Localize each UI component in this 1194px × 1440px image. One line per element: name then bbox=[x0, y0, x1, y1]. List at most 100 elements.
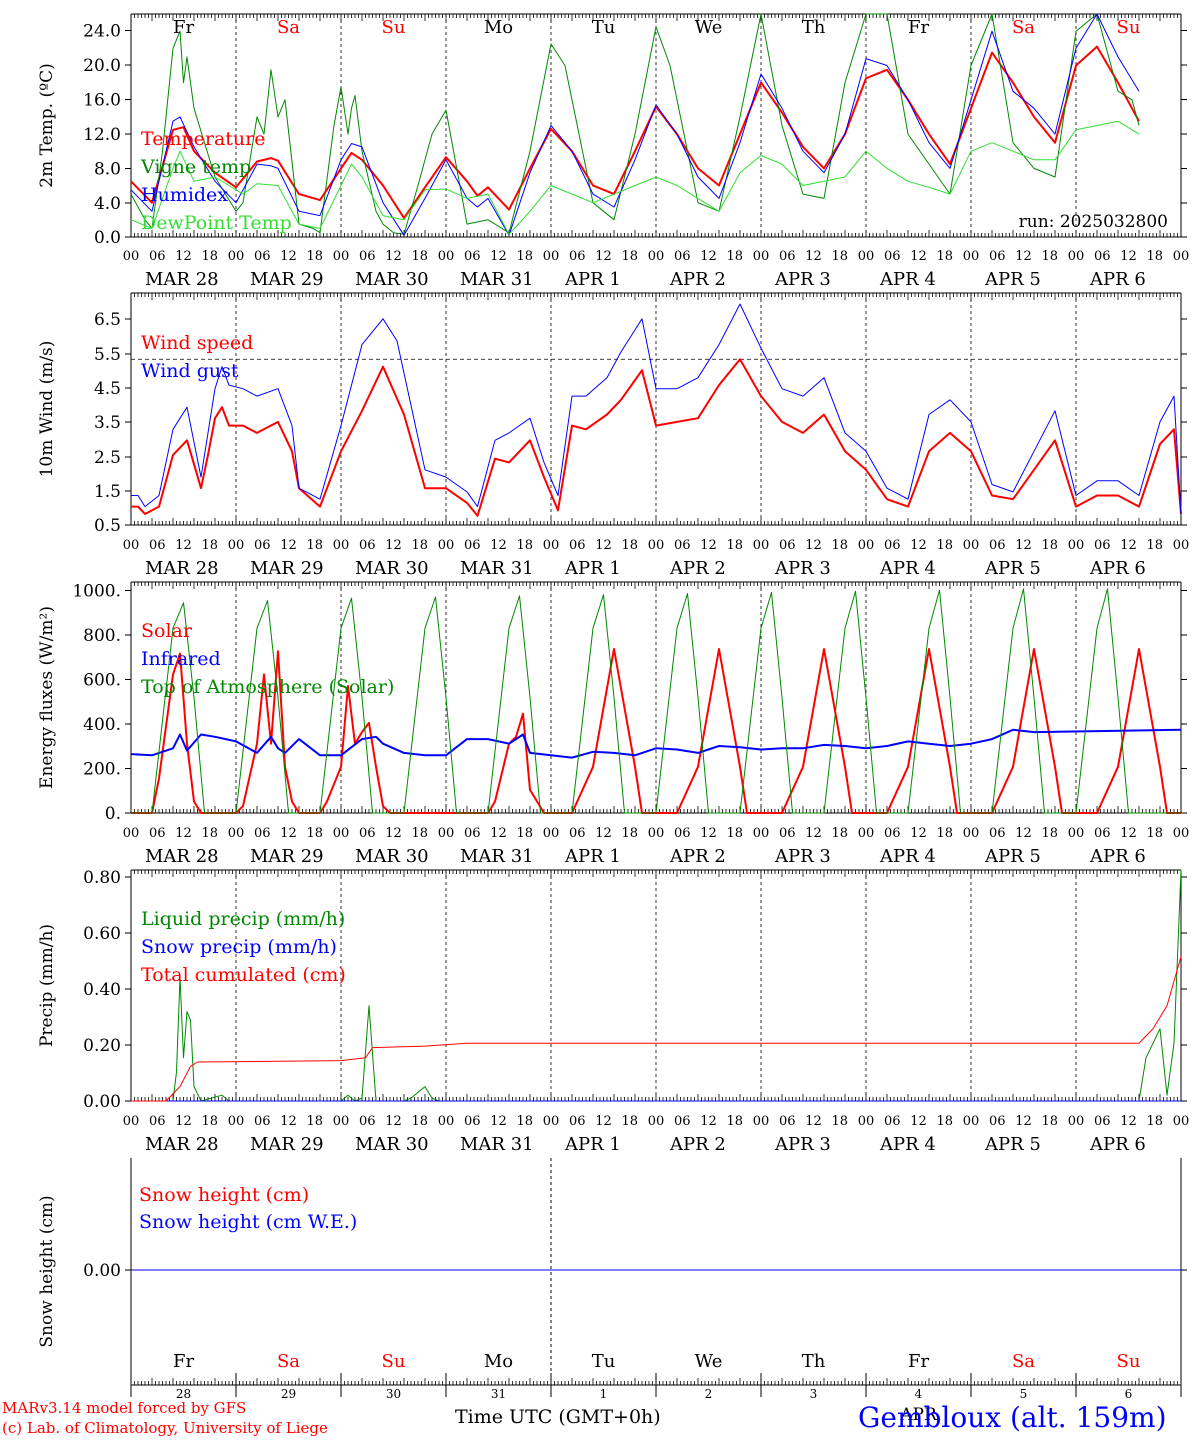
hour-tick-label: 00 bbox=[123, 249, 140, 264]
hour-tick-label: 12 bbox=[805, 538, 822, 553]
hour-tick-label: 06 bbox=[569, 1114, 586, 1129]
hour-tick-label: 12 bbox=[1120, 538, 1137, 553]
day-of-week-label: Tu bbox=[592, 1351, 616, 1372]
hour-tick-label: 00 bbox=[1173, 538, 1190, 553]
hour-tick-label: 06 bbox=[884, 826, 901, 841]
hour-tick-label: 00 bbox=[543, 1114, 560, 1129]
hour-tick-label: 12 bbox=[490, 249, 507, 264]
hour-tick-label: 18 bbox=[621, 1114, 638, 1129]
date-label: APR 3 bbox=[774, 558, 831, 579]
hour-tick-label: 18 bbox=[936, 1114, 953, 1129]
hour-tick-label: 18 bbox=[1146, 1114, 1163, 1129]
date-label: MAR 31 bbox=[460, 269, 534, 290]
hour-tick-label: 12 bbox=[910, 826, 927, 841]
panel-2: 0.5 1.5 2.5 3.5 4.5 5.5 6.5 10m Wind (m/s) Wind … bbox=[37, 292, 1190, 579]
day-of-week-label: Sa bbox=[1012, 17, 1035, 38]
hour-tick-label: 12 bbox=[1120, 1114, 1137, 1129]
day-number-label: 3 bbox=[810, 1387, 818, 1401]
hour-tick-label: 18 bbox=[306, 826, 323, 841]
date-label: APR 5 bbox=[984, 269, 1041, 290]
hour-tick-label: 18 bbox=[726, 1114, 743, 1129]
date-label: APR 2 bbox=[669, 846, 726, 867]
series-line-dewpoint-temp bbox=[130, 120, 1140, 235]
hour-tick-label: 00 bbox=[333, 538, 350, 553]
date-label: MAR 28 bbox=[145, 846, 219, 867]
day-number-label: 5 bbox=[1020, 1387, 1028, 1401]
hour-tick-label: 00 bbox=[1173, 826, 1190, 841]
model-credit-line1: MARv3.14 model forced by GFS bbox=[2, 1399, 247, 1417]
day-of-week-label: Mo bbox=[484, 1351, 513, 1372]
series-line-wind-gust bbox=[131, 303, 1182, 515]
model-credit-line2: (c) Lab. of Climatology, University of L… bbox=[2, 1419, 328, 1437]
y-tick-label: 1.5 bbox=[94, 482, 121, 502]
y-tick-label: 0.60 bbox=[83, 924, 121, 944]
hour-tick-label: 06 bbox=[464, 249, 481, 264]
date-label: APR 4 bbox=[879, 558, 936, 579]
hour-tick-label: 06 bbox=[254, 538, 271, 553]
day-of-week-label: Su bbox=[382, 17, 406, 38]
hour-tick-label: 18 bbox=[831, 826, 848, 841]
hour-tick-label: 00 bbox=[1068, 538, 1085, 553]
hour-tick-label: 18 bbox=[1041, 826, 1058, 841]
legend-entry: Wind speed bbox=[141, 332, 253, 354]
series-line-vigne-temp bbox=[130, 13, 1140, 235]
y-tick-label: 0. bbox=[105, 804, 121, 824]
hour-tick-label: 00 bbox=[753, 1114, 770, 1129]
y-axis-title: 10m Wind (m/s) bbox=[37, 341, 57, 478]
day-of-week-label: Fr bbox=[908, 17, 929, 38]
day-of-week-label: Fr bbox=[173, 17, 194, 38]
hour-tick-label: 12 bbox=[700, 826, 717, 841]
series-line-total-cumulated-cm- bbox=[131, 956, 1182, 1102]
hour-tick-label: 18 bbox=[516, 538, 533, 553]
y-tick-label: 400. bbox=[83, 715, 121, 735]
y-tick-label: 24.0 bbox=[83, 22, 121, 42]
hour-tick-label: 12 bbox=[280, 249, 297, 264]
y-tick-label: 0.0 bbox=[94, 228, 121, 248]
hour-tick-label: 12 bbox=[805, 826, 822, 841]
legend-entry: Top of Atmosphere (Solar) bbox=[141, 676, 394, 698]
day-of-week-label: Th bbox=[802, 17, 826, 38]
hour-tick-label: 00 bbox=[333, 1114, 350, 1129]
hour-tick-label: 00 bbox=[963, 249, 980, 264]
hour-tick-label: 06 bbox=[569, 249, 586, 264]
date-label: MAR 29 bbox=[250, 558, 324, 579]
day-of-week-label: Th bbox=[802, 1351, 826, 1372]
y-tick-label: 6.5 bbox=[94, 310, 121, 330]
hour-tick-label: 06 bbox=[779, 1114, 796, 1129]
hour-tick-label: 12 bbox=[595, 826, 612, 841]
series-line-top-of-atmosphere-solar- bbox=[131, 588, 1181, 814]
hour-tick-label: 12 bbox=[175, 826, 192, 841]
day-of-week-label: Fr bbox=[173, 1351, 194, 1372]
hour-tick-label: 18 bbox=[621, 249, 638, 264]
hour-tick-label: 12 bbox=[1015, 1114, 1032, 1129]
day-number-label: 28 bbox=[176, 1387, 191, 1401]
date-label: APR 2 bbox=[669, 1134, 726, 1155]
hour-tick-label: 12 bbox=[700, 249, 717, 264]
hour-tick-label: 00 bbox=[543, 538, 560, 553]
hour-tick-label: 18 bbox=[201, 826, 218, 841]
hour-tick-label: 00 bbox=[963, 826, 980, 841]
hour-tick-label: 18 bbox=[1146, 538, 1163, 553]
y-tick-label: 800. bbox=[83, 626, 121, 646]
y-tick-label: 2.5 bbox=[94, 448, 121, 468]
hour-tick-label: 06 bbox=[779, 249, 796, 264]
hour-tick-label: 12 bbox=[385, 826, 402, 841]
date-label: APR 1 bbox=[564, 269, 621, 290]
series-line-solar bbox=[131, 648, 1181, 814]
panel-3: 0. 200. 400. 600. 800. 1000. Energy fluxes (W/… bbox=[37, 581, 1190, 867]
panel-4: 0.00 0.20 0.40 0.60 0.80 Precip (mm/h) Liquid … bbox=[37, 868, 1189, 1155]
hour-tick-label: 18 bbox=[516, 249, 533, 264]
hour-tick-label: 06 bbox=[1094, 538, 1111, 553]
station-label: Gembloux (alt. 159m) bbox=[858, 1401, 1167, 1434]
hour-tick-label: 12 bbox=[805, 249, 822, 264]
date-label: MAR 30 bbox=[355, 558, 429, 579]
hour-tick-label: 06 bbox=[1094, 826, 1111, 841]
hour-tick-label: 00 bbox=[438, 249, 455, 264]
y-tick-label: 0.5 bbox=[94, 516, 121, 536]
panel-1: 0.0 4.0 8.0 12.0 16.0 20.0 24.0 2m Temp. (ºC) Te… bbox=[37, 13, 1189, 290]
series-line-wind-speed bbox=[131, 358, 1182, 517]
hour-tick-label: 00 bbox=[1068, 1114, 1085, 1129]
hour-tick-label: 06 bbox=[149, 1114, 166, 1129]
hour-tick-label: 06 bbox=[359, 538, 376, 553]
day-number-label: 30 bbox=[386, 1387, 401, 1401]
